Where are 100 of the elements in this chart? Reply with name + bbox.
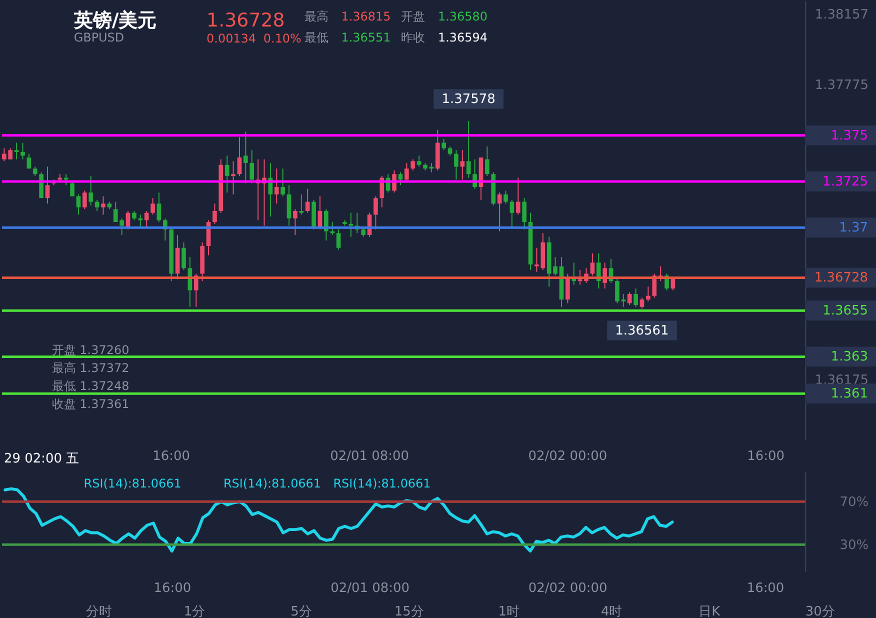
text: 1时 xyxy=(498,604,520,618)
candlestick xyxy=(404,162,409,182)
candlestick xyxy=(429,162,434,173)
candlestick xyxy=(150,198,155,216)
annotation: 昨收 xyxy=(401,30,426,45)
candlestick xyxy=(454,150,458,180)
ref-line-label: 1.375 xyxy=(830,128,868,144)
text: 5分 xyxy=(290,604,312,618)
text: 15分 xyxy=(394,604,424,618)
x-tick-label: 02/01 08:00 xyxy=(330,580,410,596)
candlestick xyxy=(634,288,638,308)
annotation: 0.00134 xyxy=(206,32,256,46)
x-tick-label: 16:00 xyxy=(154,580,192,596)
candlestick xyxy=(590,252,595,276)
ref-line-label: 1.37 xyxy=(839,220,868,236)
candlestick xyxy=(94,199,100,212)
candlestick xyxy=(32,166,38,176)
text: 英镑/美元 xyxy=(72,10,157,32)
annotation: 1.36580 xyxy=(438,10,488,24)
candlestick xyxy=(14,142,19,160)
candlestick xyxy=(26,153,32,170)
text: 30分 xyxy=(805,604,835,618)
candlestick xyxy=(101,196,106,216)
text: 1分 xyxy=(184,604,206,618)
candlestick xyxy=(144,210,149,228)
candlestick xyxy=(20,142,25,160)
annotation: 最高 1.37372 xyxy=(52,360,130,375)
y-tick-label: 1.36175 xyxy=(814,373,869,388)
candlestick xyxy=(156,192,162,223)
candlestick xyxy=(45,166,50,204)
candlestick xyxy=(398,172,403,186)
candlestick xyxy=(280,168,285,197)
x-tick-label: 02/02 00:00 xyxy=(528,449,608,464)
candlestick xyxy=(497,192,502,232)
annotation: 1.36728 xyxy=(206,10,285,32)
x-tick-label: 16:00 xyxy=(152,449,190,464)
candlestick xyxy=(374,196,378,230)
candlestick xyxy=(299,194,304,216)
annotation: 最低 xyxy=(304,30,328,45)
candlestick xyxy=(640,297,644,310)
ref-line-label: 1.3655 xyxy=(822,304,868,319)
annotation: 最低 1.37248 xyxy=(52,378,130,393)
candlestick xyxy=(231,160,236,195)
candlestick xyxy=(212,203,217,224)
annotation: 最高 xyxy=(304,10,328,24)
y-tick-label: 30% xyxy=(840,538,869,554)
annotation: RSI(14):81.0661 xyxy=(333,476,431,491)
candlestick xyxy=(596,252,601,289)
candlestick xyxy=(448,146,452,156)
text: 4时 xyxy=(600,604,622,618)
candlestick xyxy=(244,131,248,184)
ref-line-label: 1.363 xyxy=(830,350,868,365)
text: GBPUSD xyxy=(74,30,124,45)
candlestick xyxy=(416,155,422,168)
candlestick xyxy=(516,177,520,216)
x-tick-label: 02/01 08:00 xyxy=(330,449,409,464)
candlestick xyxy=(224,155,230,194)
candlestick xyxy=(76,194,81,216)
candlestick xyxy=(274,168,279,204)
candlestick xyxy=(82,190,87,210)
candlestick xyxy=(566,273,570,304)
annotation: 1.36815 xyxy=(341,10,391,24)
annotation: 1.37578 xyxy=(442,92,496,108)
candlestick xyxy=(460,150,465,180)
y-tick-label: 70% xyxy=(840,495,869,510)
x-tick-label: 16:00 xyxy=(746,580,784,596)
candlestick xyxy=(250,150,254,184)
candlestick xyxy=(442,138,446,151)
text: 日K xyxy=(698,604,721,618)
candlestick xyxy=(324,208,328,241)
annotation: RSI(14):81.0661 xyxy=(223,476,322,491)
candlestick xyxy=(504,190,508,204)
candlestick xyxy=(485,146,490,176)
annotation: 开盘 xyxy=(401,10,426,24)
ref-line-label: 1.36728 xyxy=(814,270,868,286)
candlestick xyxy=(182,242,186,271)
text: 29 02:00 五 xyxy=(4,452,80,467)
candlestick xyxy=(578,270,582,286)
candlestick xyxy=(522,198,526,230)
candlestick xyxy=(646,286,650,302)
annotation: 1.36594 xyxy=(438,30,488,45)
annotation: 收盘 1.37361 xyxy=(52,396,130,411)
candlestick xyxy=(286,184,292,226)
candlestick xyxy=(510,199,514,228)
candlestick xyxy=(627,292,632,306)
annotation: 0.10% xyxy=(263,32,302,46)
y-tick-label: 1.37775 xyxy=(814,78,869,94)
text: RSI(14):81.0661 xyxy=(84,476,182,491)
annotation: 开盘 1.37260 xyxy=(52,342,130,357)
ref-line-label: 1.3725 xyxy=(822,174,868,190)
annotation: 1.36561 xyxy=(615,324,669,338)
ref-line-label: 1.361 xyxy=(830,386,868,402)
text: 分时 xyxy=(86,604,112,618)
y-tick-label: 1.38157 xyxy=(814,8,869,23)
candlestick xyxy=(88,175,94,206)
candlestick xyxy=(652,273,657,298)
candlestick xyxy=(336,228,341,250)
candlestick xyxy=(70,180,74,197)
candlestick xyxy=(410,158,416,171)
candlestick xyxy=(293,208,298,236)
